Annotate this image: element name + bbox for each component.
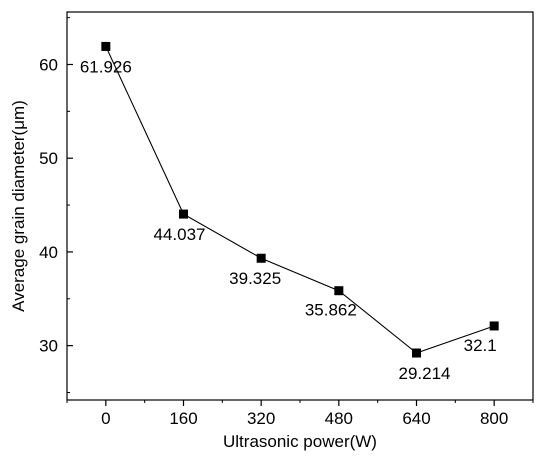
x-tick-label: 0 [101, 409, 110, 428]
data-label: 32.1 [464, 336, 497, 355]
y-axis-title: Average grain diameter(μm) [9, 100, 28, 312]
data-label: 29.214 [399, 364, 451, 383]
y-axis-ticks: 30 40 50 60 [39, 17, 73, 394]
data-point [179, 209, 188, 219]
x-tick-label: 160 [169, 409, 197, 428]
data-point [256, 253, 266, 263]
data-labels: 61.926 44.037 39.325 35.862 29.214 32.1 [80, 57, 497, 383]
y-tick-label: 40 [39, 243, 58, 262]
y-tick-label: 50 [39, 149, 58, 168]
x-axis-title: Ultrasonic power(W) [223, 432, 377, 451]
data-label: 61.926 [80, 57, 132, 76]
x-axis-ticks: 0 160 320 480 640 800 [66, 400, 534, 428]
data-label: 44.037 [154, 225, 206, 244]
y-tick-label: 60 [39, 55, 58, 74]
data-label: 39.325 [229, 269, 281, 288]
data-label: 35.862 [305, 301, 357, 320]
series-line [105, 46, 495, 354]
series-layer [101, 41, 499, 358]
x-tick-label: 480 [325, 409, 353, 428]
y-tick-label: 30 [39, 337, 58, 356]
data-point [101, 41, 111, 51]
x-tick-label: 640 [402, 409, 430, 428]
data-point [489, 321, 499, 331]
x-tick-label: 800 [480, 409, 508, 428]
data-point [412, 348, 421, 358]
x-tick-label: 320 [247, 409, 275, 428]
data-point [334, 286, 344, 296]
